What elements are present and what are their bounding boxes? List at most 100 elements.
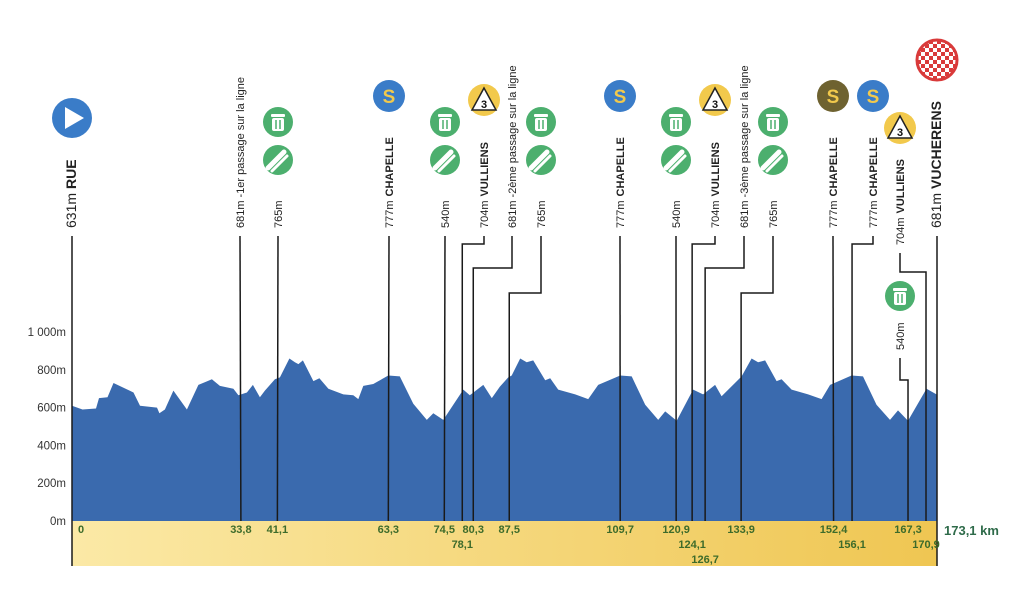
bin-lid [893, 288, 907, 291]
altitude-label: 777m [615, 200, 627, 228]
mountain-triangle [886, 114, 914, 139]
marker-label: 765m [768, 200, 780, 228]
marker-label: 540m [671, 200, 683, 228]
km-label: 120,9 [662, 524, 690, 536]
altitude-label: 681m [739, 200, 751, 228]
marker-line [691, 236, 716, 521]
km-label: 126,7 [691, 554, 719, 566]
km-band [72, 521, 937, 566]
utensil-knife [528, 149, 550, 171]
y-tick-label: 400m [37, 440, 66, 452]
marker-line [461, 236, 485, 521]
bin-body [439, 118, 451, 131]
marker-line [899, 358, 909, 521]
marker-line [472, 236, 513, 521]
km-label: 109,7 [606, 524, 634, 536]
elevation-profile-area [72, 358, 937, 521]
passage-note: -3ème passage sur la ligne [739, 65, 751, 197]
bin-lid [766, 114, 780, 117]
start-icon [52, 98, 92, 138]
feed-zone-icon [758, 145, 788, 175]
sprint-letter: S [383, 87, 396, 108]
marker-line [508, 236, 542, 521]
km-label: 78,1 [452, 539, 473, 551]
kom-cat3-icon: 3 [468, 84, 500, 116]
y-tick-label: 600m [37, 403, 66, 415]
mountain-triangle [701, 86, 729, 111]
feed-zone-icon [430, 145, 460, 175]
altitude-label: 777m [868, 200, 880, 228]
marker-labels: 631m RUE 681m -1er passage sur la ligne 765m… [63, 65, 944, 350]
mountain-triangle [470, 86, 498, 111]
marker-label: 777m CHAPELLE [828, 137, 840, 228]
bin-body [670, 118, 682, 131]
feed-zone-icon [263, 145, 293, 175]
marker-label: 681m -1er passage sur la ligne [235, 77, 247, 228]
altitude-label: 681m [507, 200, 519, 228]
km-label: 63,3 [378, 524, 399, 536]
marker-line [443, 235, 446, 522]
bin-body [535, 118, 547, 131]
trash-icon [263, 107, 293, 137]
place-name: CHAPELLE [384, 137, 396, 196]
altitude-label: 765m [536, 200, 548, 228]
marker-label: 777m CHAPELLE [868, 137, 880, 228]
marker-lines [71, 235, 938, 566]
bin-body [894, 292, 906, 305]
place-name: VULLIENS [479, 142, 491, 196]
sprint-letter: S [867, 87, 880, 108]
marker-label: 777m CHAPELLE [615, 137, 627, 228]
y-axis: 0m 200m 400m 600m 800m 1 000m [28, 327, 66, 528]
bin-body [767, 118, 779, 131]
kom-cat3-icon: 3 [699, 84, 731, 116]
marker-line [740, 236, 774, 521]
marker-line [899, 253, 927, 521]
place-name: VULLIENS [710, 142, 722, 196]
utensil-fork [765, 154, 784, 173]
sprint-icon: S [604, 80, 636, 112]
km-label: 80,3 [463, 524, 484, 536]
total-distance-label: 173,1 km [944, 523, 999, 538]
marker-label: 540m [440, 200, 452, 228]
marker-label: 681m VUCHERENS [928, 101, 944, 228]
marker-icons: S 3 S 3 S S 3 [52, 38, 959, 311]
marker-label: 540m [895, 322, 907, 350]
y-tick-label: 800m [37, 365, 66, 377]
km-label: 124,1 [678, 539, 706, 551]
bin-lid [438, 114, 452, 117]
altitude-label: 681m [928, 193, 944, 228]
bin-lid [669, 114, 683, 117]
feed-zone-icon [526, 145, 556, 175]
altitude-label: 765m [273, 200, 285, 228]
km-label: 167,3 [894, 524, 922, 536]
trash-icon [885, 281, 915, 311]
km-label: 170,9 [912, 539, 940, 551]
passage-note: -1er passage sur la ligne [235, 77, 247, 197]
passage-note: -2ème passage sur la ligne [507, 65, 519, 197]
kom-cat3-icon: 3 [884, 112, 916, 144]
y-tick-label: 200m [37, 478, 66, 490]
trash-icon [430, 107, 460, 137]
km-label: 156,1 [838, 539, 866, 551]
bonus-sprint-icon: S [817, 80, 849, 112]
finish-icon [915, 38, 959, 82]
utensil-fork [668, 154, 687, 173]
feed-zone-icon [661, 145, 691, 175]
marker-label: 631m RUE [63, 159, 79, 228]
altitude-label: 777m [384, 200, 396, 228]
altitude-label: 681m [235, 200, 247, 228]
marker-label: 681m -2ème passage sur la ligne [507, 65, 519, 228]
altitude-label: 540m [895, 322, 907, 350]
km-label: 152,4 [820, 524, 848, 536]
marker-line [276, 235, 279, 522]
altitude-label: 540m [440, 200, 452, 228]
sprint-letter: S [827, 87, 840, 108]
sprint-icon: S [373, 80, 405, 112]
km-labels: 0 33,8 41,1 63,3 74,5 78,1 80,3 87,5 109,7 120,9 1… [78, 524, 940, 566]
kom-category: 3 [712, 99, 718, 111]
marker-label: 765m [273, 200, 285, 228]
marker-label: 704m VULLIENS [710, 142, 722, 228]
utensil-knife [265, 149, 287, 171]
marker-line [387, 235, 390, 522]
utensil-knife [432, 149, 454, 171]
